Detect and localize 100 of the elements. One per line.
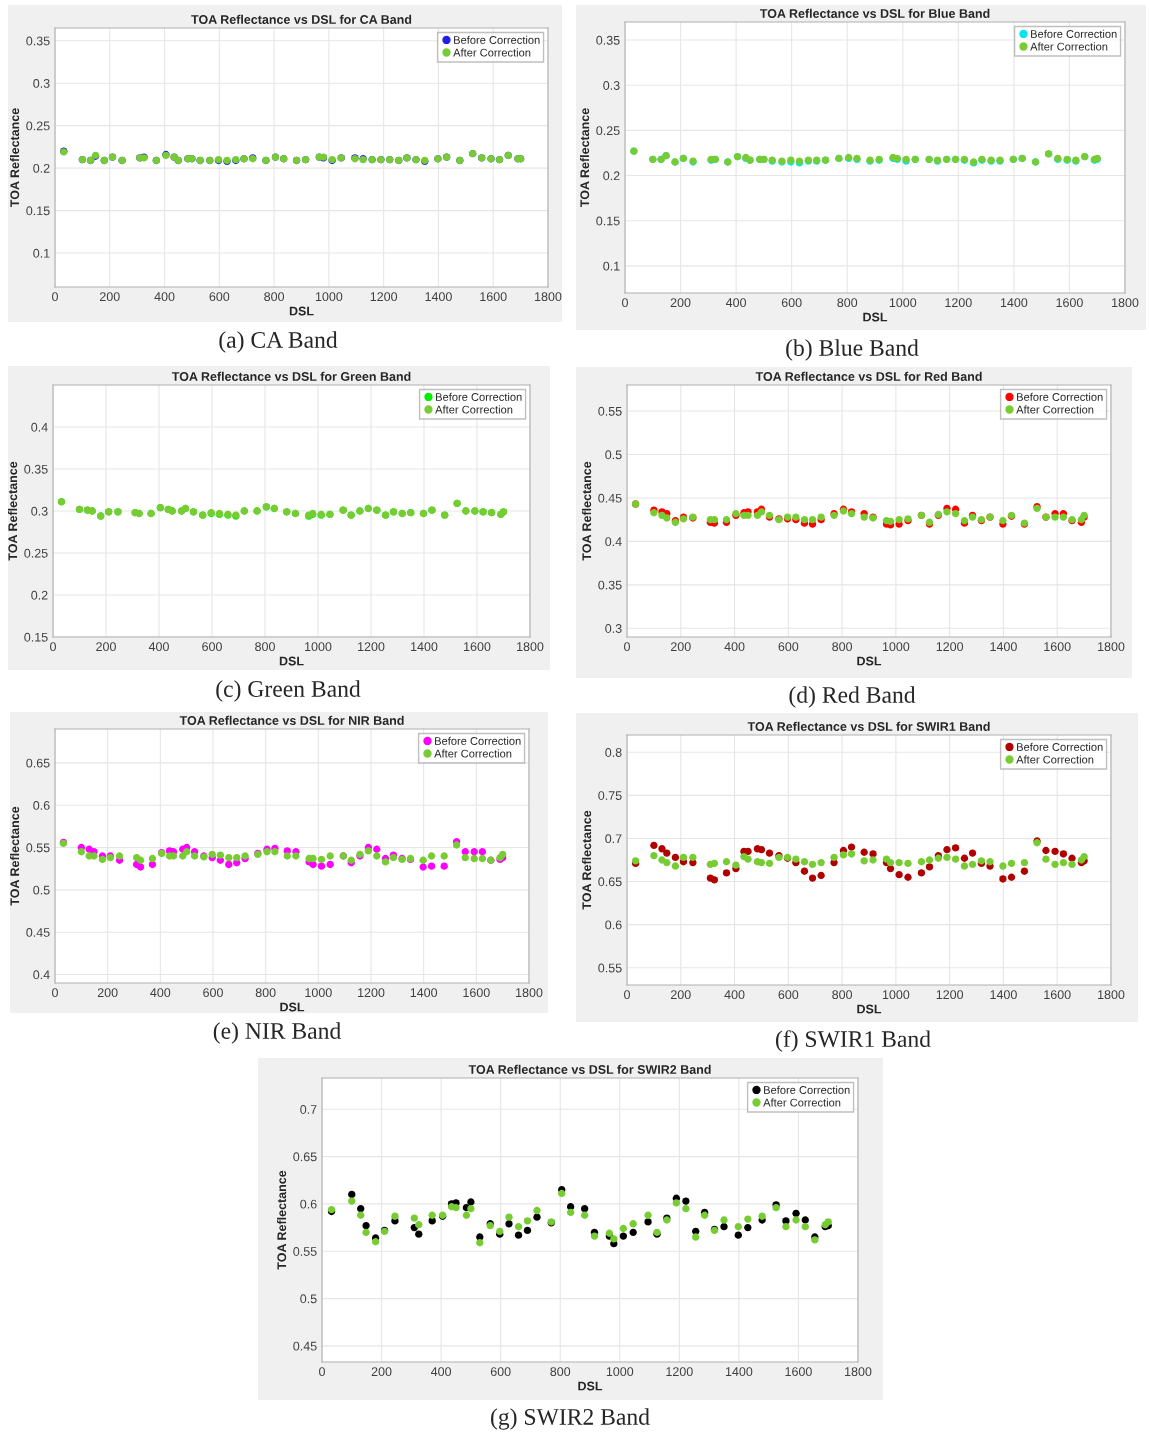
x-tick-label: 1200 xyxy=(936,990,964,1000)
chart-title: TOA Reflectance vs DSL for Green Band xyxy=(171,371,411,381)
y-tick-label: 0.7 xyxy=(605,834,622,844)
x-tick-label: 1000 xyxy=(882,990,910,1000)
y-tick-label: 0.4 xyxy=(31,422,48,432)
x-tick-label: 200 xyxy=(670,298,691,308)
x-tick-label: 400 xyxy=(148,642,169,652)
y-tick-label: 0.55 xyxy=(598,406,622,416)
x-axis-title: DSL xyxy=(863,312,888,322)
chart-title: TOA Reflectance vs DSL for SWIR2 Band xyxy=(468,1064,711,1074)
x-tick-label: 1600 xyxy=(785,1367,812,1377)
x-axis-title: DSL xyxy=(578,1381,603,1391)
x-tick-label: 800 xyxy=(255,642,275,652)
x-tick-label: 1000 xyxy=(305,642,332,652)
x-tick-label: 600 xyxy=(203,988,223,998)
legend-label: After Correction xyxy=(763,1098,841,1107)
y-tick-label: 0.35 xyxy=(596,35,620,45)
x-tick-label: 0 xyxy=(52,988,58,998)
text: (f) SWIR1 Band xyxy=(776,1030,931,1052)
x-tick-label: 1600 xyxy=(463,988,490,998)
x-tick-label: 1400 xyxy=(411,642,438,652)
y-tick-label: 0.4 xyxy=(605,537,622,547)
y-tick-label: 0.5 xyxy=(300,1294,317,1304)
x-tick-label: 1800 xyxy=(516,988,543,998)
x-tick-label: 1000 xyxy=(315,292,343,302)
x-tick-label: 400 xyxy=(154,292,175,302)
text: (b) Blue Band xyxy=(786,339,919,361)
x-axis-title: DSL xyxy=(857,1004,882,1014)
x-tick-label: 1800 xyxy=(1112,298,1139,308)
y-tick-label: 0.5 xyxy=(605,450,622,460)
x-tick-label: 600 xyxy=(490,1367,511,1377)
x-tick-label: 1000 xyxy=(889,298,917,308)
y-tick-label: 0.25 xyxy=(26,121,50,131)
x-tick-label: 1000 xyxy=(882,642,910,652)
y-tick-label: 0.45 xyxy=(26,928,50,937)
chart-title: TOA Reflectance vs DSL for CA Band xyxy=(191,14,412,24)
x-tick-label: 0 xyxy=(52,292,58,302)
legend-label: After Correction xyxy=(434,749,512,758)
y-tick-label: 0.3 xyxy=(603,81,620,90)
x-tick-label: 800 xyxy=(264,292,285,302)
x-tick-label: 0 xyxy=(624,642,630,652)
y-tick-label: 0.2 xyxy=(31,590,48,600)
x-tick-label: 600 xyxy=(209,292,230,302)
x-tick-label: 400 xyxy=(725,298,747,308)
y-tick-label: 0.6 xyxy=(300,1199,317,1209)
y-tick-label: 0.45 xyxy=(598,493,622,503)
x-tick-label: 1000 xyxy=(606,1367,634,1377)
x-tick-label: 400 xyxy=(150,988,171,998)
x-tick-label: 1200 xyxy=(370,292,398,302)
y-tick-label: 0.1 xyxy=(603,261,620,271)
y-tick-label: 0.75 xyxy=(598,791,622,800)
x-tick-label: 200 xyxy=(670,642,691,652)
y-tick-label: 0.2 xyxy=(603,171,620,181)
x-tick-label: 1800 xyxy=(517,642,544,652)
x-tick-label: 800 xyxy=(837,298,858,308)
legend-label: Before Correction xyxy=(1017,392,1103,401)
text: (e) NIR Band xyxy=(213,1022,341,1044)
x-tick-label: 0 xyxy=(50,642,56,652)
y-tick-label: 0.6 xyxy=(33,801,50,810)
x-axis-title: DSL xyxy=(857,656,882,666)
legend-label: Before Correction xyxy=(454,35,540,44)
x-tick-label: 800 xyxy=(832,642,853,652)
y-tick-label: 0.6 xyxy=(605,920,622,930)
x-tick-label: 1400 xyxy=(725,1367,753,1377)
x-tick-label: 1200 xyxy=(358,642,385,652)
y-axis-title: TOA Reflectance xyxy=(9,108,20,208)
legend-label: Before Correction xyxy=(1017,742,1103,751)
x-tick-label: 1400 xyxy=(990,642,1017,652)
x-tick-label: 400 xyxy=(724,990,745,1000)
y-tick-label: 0.25 xyxy=(596,126,620,136)
text: (g) SWIR2 Band xyxy=(491,1408,650,1430)
y-tick-label: 0.65 xyxy=(598,877,622,887)
legend-label: After Correction xyxy=(453,48,531,57)
x-tick-label: 0 xyxy=(319,1367,325,1377)
x-tick-label: 400 xyxy=(430,1367,452,1377)
y-tick-label: 0.3 xyxy=(33,79,50,88)
y-tick-label: 0.1 xyxy=(33,248,50,258)
y-tick-label: 0.15 xyxy=(24,632,48,642)
y-axis-title: TOA Reflectance xyxy=(581,810,592,910)
x-tick-label: 600 xyxy=(778,990,799,1000)
y-tick-label: 0.35 xyxy=(598,580,622,590)
y-tick-label: 0.65 xyxy=(26,758,50,768)
x-tick-label: 1800 xyxy=(845,1367,872,1377)
y-axis-title: TOA Reflectance xyxy=(7,461,18,561)
y-tick-label: 0.25 xyxy=(24,548,48,558)
x-tick-label: 800 xyxy=(832,990,853,1000)
legend-label: After Correction xyxy=(1016,755,1094,764)
x-tick-label: 1400 xyxy=(1000,298,1028,308)
legend-label: Before Correction xyxy=(1031,29,1117,38)
y-tick-label: 0.55 xyxy=(26,843,50,853)
y-tick-label: 0.7 xyxy=(300,1105,317,1114)
x-tick-label: 800 xyxy=(255,988,276,998)
x-axis-title: DSL xyxy=(280,1002,305,1012)
y-tick-label: 0.8 xyxy=(605,748,622,757)
x-tick-label: 1800 xyxy=(535,292,562,302)
x-tick-label: 1400 xyxy=(425,292,452,302)
text: (c) Green Band xyxy=(216,680,361,702)
x-tick-label: 1200 xyxy=(945,298,972,308)
x-tick-label: 1400 xyxy=(990,990,1017,1000)
y-tick-label: 0.35 xyxy=(24,464,48,474)
